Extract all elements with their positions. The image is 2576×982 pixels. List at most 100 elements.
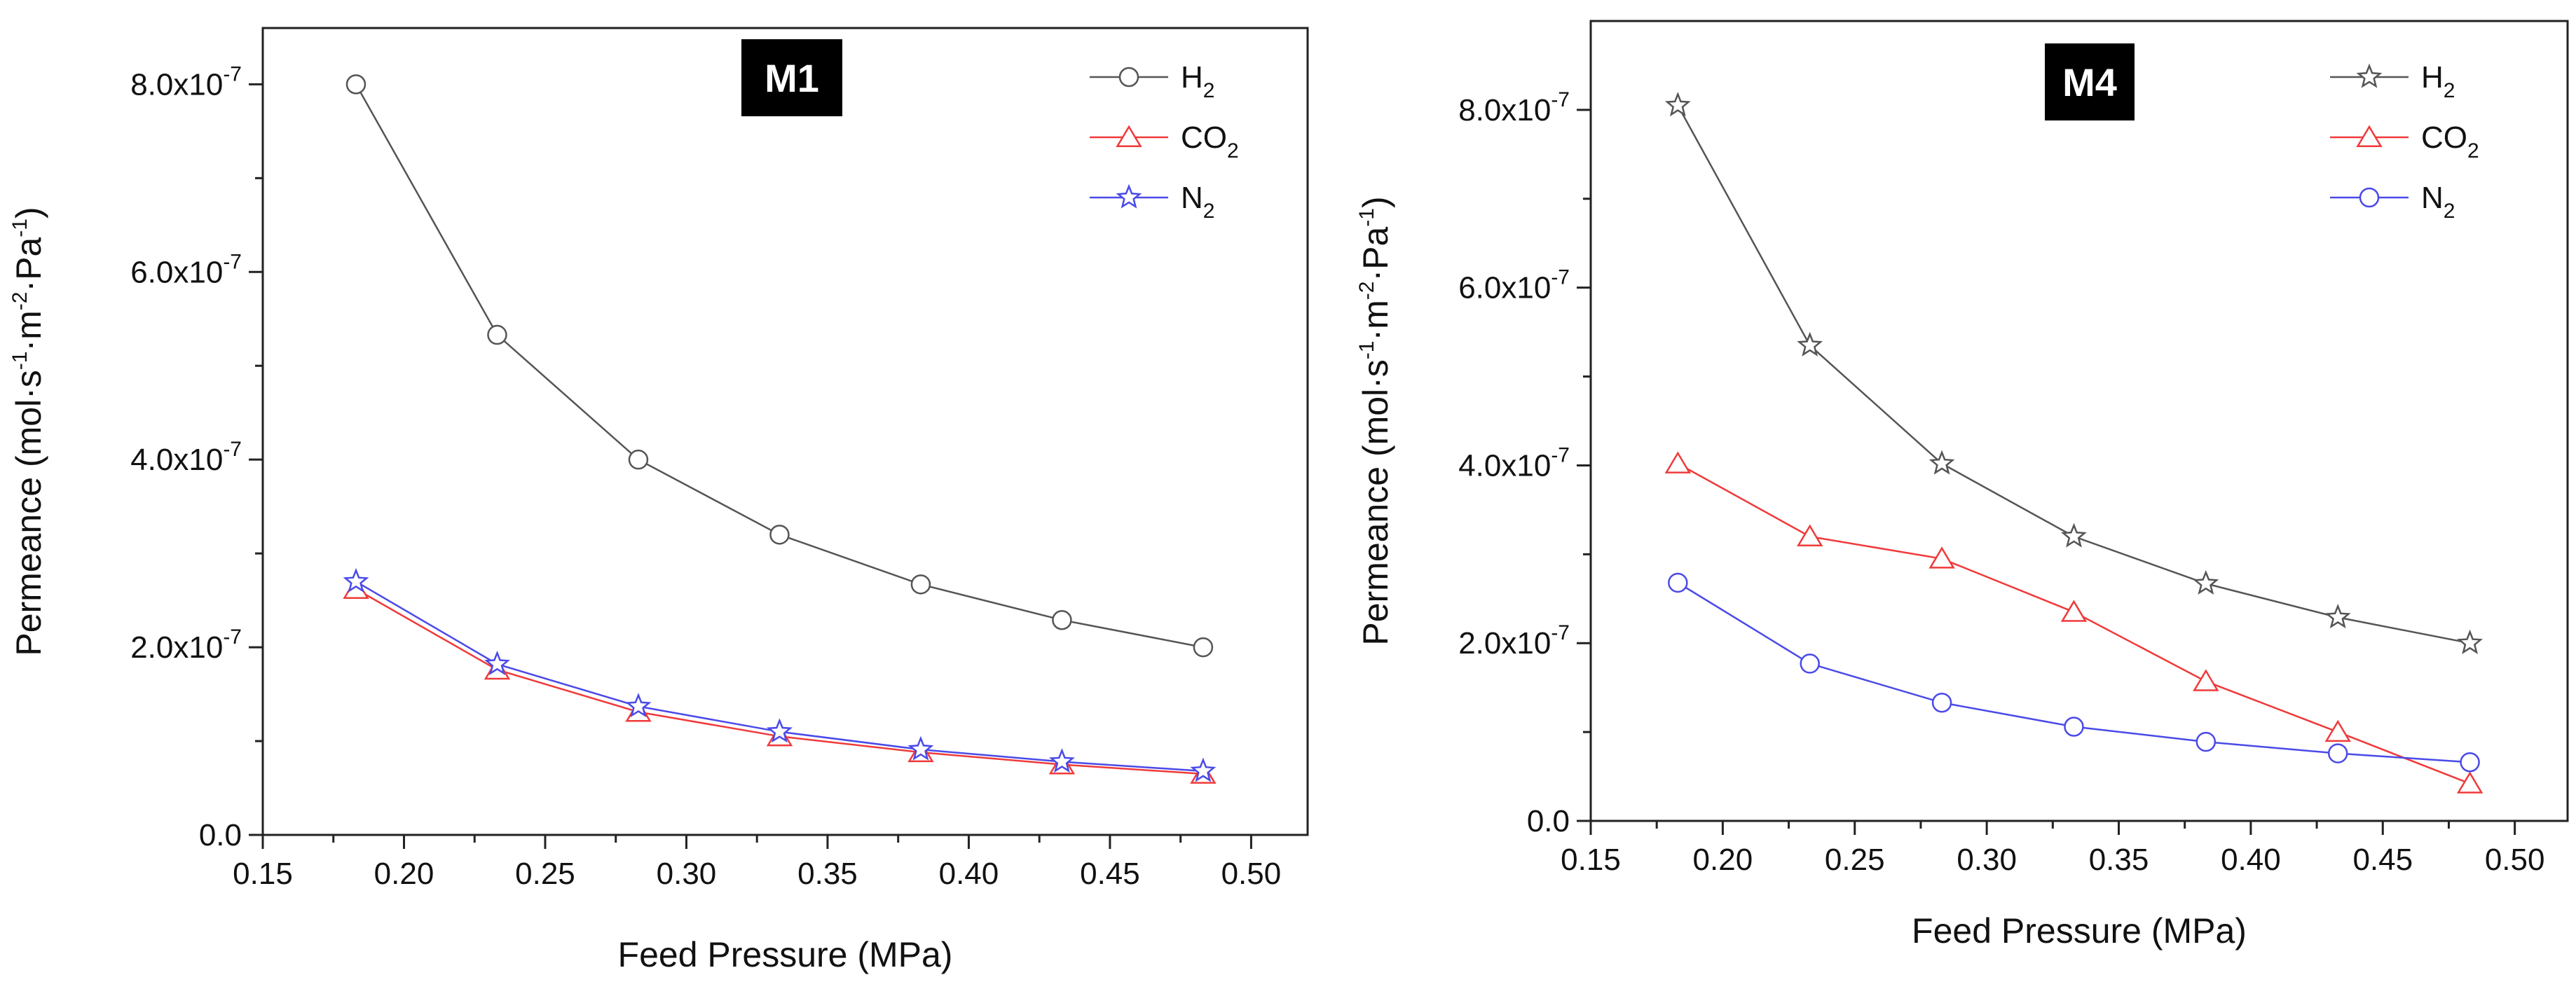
ylabel-text: Permeance (mol·s xyxy=(1356,359,1395,645)
data-point-CO2 xyxy=(1664,451,1692,473)
y-tick-label: 6.0x10-7 xyxy=(1458,266,1570,305)
data-point-H2 xyxy=(487,324,507,345)
y-tick-label-mantissa: 4.0x10 xyxy=(130,443,223,477)
ylabel-text: Permeance (mol·s xyxy=(9,370,48,656)
panel-badge xyxy=(2045,43,2135,120)
x-tick-label: 0.25 xyxy=(515,857,575,891)
legend-label-CO2: CO2 xyxy=(1181,120,1239,162)
data-point-N2 xyxy=(2327,743,2348,763)
legend-label-subscript: 2 xyxy=(2444,200,2455,223)
y-tick-label: 0.0 xyxy=(1527,804,1570,838)
ylabel-exponent: -1 xyxy=(8,352,32,371)
panel-label: M4 xyxy=(2062,60,2117,104)
x-tick-label: 0.20 xyxy=(374,857,434,891)
y-tick-label-mantissa: 8.0x10 xyxy=(130,67,223,102)
legend-label-N2: N2 xyxy=(1181,181,1214,223)
legend-label-base: H xyxy=(1181,60,1203,95)
data-point-N2 xyxy=(907,735,934,761)
y-axis-title: Permeance (mol·s-1·m-2·Pa-1) xyxy=(1355,196,1395,645)
data-point-N2 xyxy=(1668,572,1688,593)
legend-marker-N2 xyxy=(1116,184,1142,209)
y-tick-label-mantissa: 2.0x10 xyxy=(1458,626,1551,661)
data-point-CO2 xyxy=(1797,524,1823,546)
ylabel-exponent: -1 xyxy=(8,219,32,237)
x-tick-label: 0.15 xyxy=(1561,843,1621,877)
y-tick-label-exponent: -7 xyxy=(223,62,242,85)
data-point-N2 xyxy=(1190,757,1217,782)
y-tick-label: 2.0x10-7 xyxy=(1458,621,1570,661)
data-point-H2 xyxy=(1193,637,1214,658)
x-tick-label: 0.40 xyxy=(2221,843,2281,877)
legend-label-subscript: 2 xyxy=(2444,79,2455,102)
x-axis-title: Feed Pressure (MPa) xyxy=(618,935,953,974)
x-tick-label: 0.15 xyxy=(233,857,293,891)
ylabel-text: ·m xyxy=(9,310,48,351)
y-tick-label-mantissa: 6.0x10 xyxy=(130,255,223,289)
y-tick-label: 4.0x10-7 xyxy=(130,438,242,477)
y-tick-label: 8.0x10-7 xyxy=(130,62,242,102)
x-tick-label: 0.40 xyxy=(939,857,999,891)
data-point-H2 xyxy=(2457,629,2483,654)
series-line-H2 xyxy=(1677,104,2470,644)
data-point-H2 xyxy=(1664,92,1691,117)
chart-m4: 0.15 0.20 0.25 0.30 0.35 0.40 0.45 0.50 0.0 2.0x1… xyxy=(1355,20,2569,950)
x-tick-label: 0.30 xyxy=(657,857,717,891)
y-tick-label-exponent: -7 xyxy=(223,438,242,461)
data-point-H2 xyxy=(1797,331,1823,357)
chart-m1: 0.15 0.20 0.25 0.30 0.35 0.40 0.45 0.50 0.0 2.0x1… xyxy=(8,27,1309,974)
x-tick-label: 0.30 xyxy=(1957,843,2017,877)
data-point-H2 xyxy=(628,449,649,470)
legend-label-base: N xyxy=(2421,181,2444,215)
data-point-H2 xyxy=(2060,523,2087,548)
data-point-N2 xyxy=(2195,731,2217,752)
ylabel-text: ·Pa xyxy=(1356,227,1395,282)
x-tick-label: 0.45 xyxy=(1080,857,1140,891)
legend-marker-CO2 xyxy=(1116,125,1142,147)
legend-label-subscript: 2 xyxy=(2467,139,2479,162)
data-point-N2 xyxy=(2064,717,2084,737)
plot-frame xyxy=(1589,20,2569,822)
legend-marker-N2 xyxy=(2359,187,2380,208)
legend-label-subscript: 2 xyxy=(1227,139,1239,162)
data-point-H2 xyxy=(1928,450,1955,475)
data-point-N2 xyxy=(2460,752,2480,773)
ylabel-text: ) xyxy=(9,207,48,219)
data-point-N2 xyxy=(1931,692,1952,713)
legend-label-base: CO xyxy=(2421,120,2467,155)
data-point-H2 xyxy=(910,574,931,595)
x-axis-title: Feed Pressure (MPa) xyxy=(1912,911,2247,950)
x-tick-label: 0.35 xyxy=(797,857,858,891)
y-tick-label-exponent: -7 xyxy=(223,625,242,649)
y-tick-label-mantissa: 6.0x10 xyxy=(1458,271,1551,305)
series-line-H2 xyxy=(355,83,1204,649)
y-tick-label-exponent: -7 xyxy=(1551,266,1570,289)
data-point-H2 xyxy=(2193,569,2219,595)
x-tick-label: 0.35 xyxy=(2089,843,2149,877)
data-point-H2 xyxy=(769,525,790,545)
data-point-CO2 xyxy=(2193,669,2219,691)
data-point-H2 xyxy=(1052,609,1072,630)
data-point-N2 xyxy=(766,718,793,743)
plot-frame xyxy=(261,27,1309,836)
data-point-N2 xyxy=(484,650,510,675)
ylabel-exponent: -2 xyxy=(8,292,32,311)
y-tick-label: 8.0x10-7 xyxy=(1458,88,1570,127)
data-point-CO2 xyxy=(1928,546,1955,569)
panel-label: M1 xyxy=(765,56,819,100)
y-tick-label: 2.0x10-7 xyxy=(130,625,242,665)
x-tick-label: 0.45 xyxy=(2352,843,2413,877)
y-tick-label-mantissa: 2.0x10 xyxy=(130,630,223,665)
ylabel-text: ·m xyxy=(1356,300,1395,340)
ylabel-text: ·Pa xyxy=(9,237,48,292)
ylabel-exponent: -1 xyxy=(1355,341,1378,360)
data-point-N2 xyxy=(1048,748,1075,773)
y-tick-label-mantissa: 4.0x10 xyxy=(1458,448,1551,483)
x-tick-label: 0.25 xyxy=(1825,843,1885,877)
panel-badge xyxy=(741,39,842,116)
legend-label-base: H xyxy=(2421,60,2444,95)
legend-label-H2: H2 xyxy=(1181,60,1214,102)
legend-label-N2: N2 xyxy=(2421,181,2455,223)
y-tick-label: 6.0x10-7 xyxy=(130,250,242,289)
x-tick-label: 0.50 xyxy=(2485,843,2545,877)
